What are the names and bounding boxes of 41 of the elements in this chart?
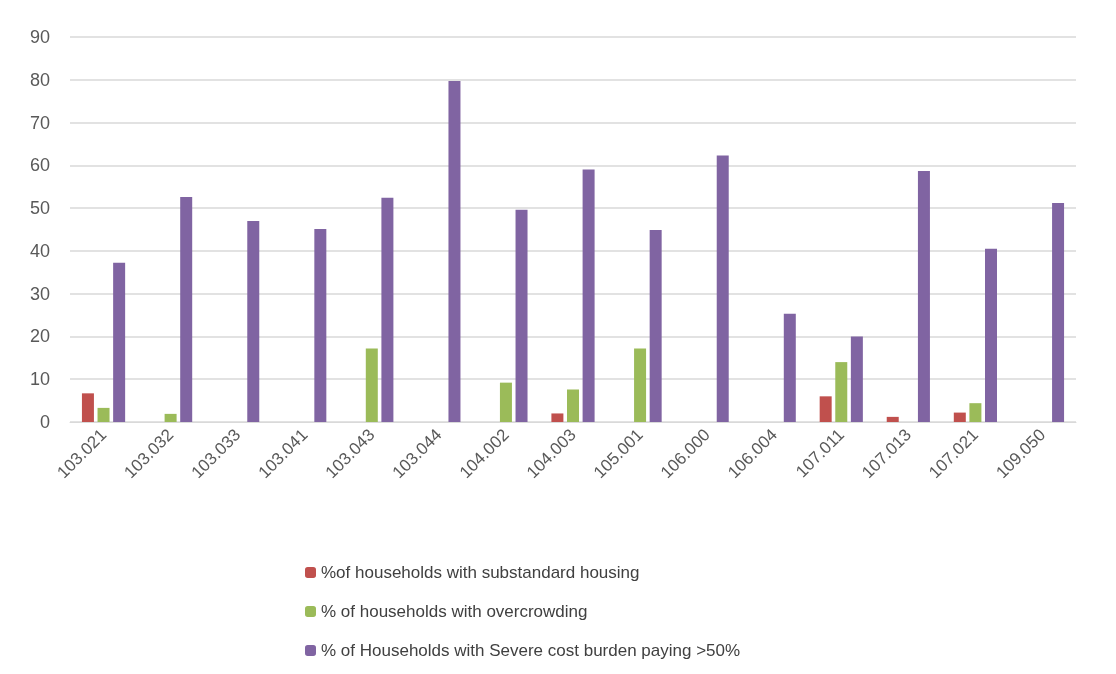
bar — [164, 413, 177, 422]
bar — [969, 403, 982, 422]
y-tick-label: 80 — [29, 69, 50, 90]
y-tick-label: 60 — [29, 155, 50, 176]
bar — [917, 170, 930, 422]
bar — [835, 362, 848, 422]
legend-label: % of households with overcrowding — [321, 602, 588, 621]
bar — [567, 389, 579, 422]
y-tick-label: 40 — [29, 240, 50, 261]
bar — [381, 197, 394, 422]
bar — [985, 248, 997, 422]
bar — [582, 169, 595, 422]
legend-label: %of households with substandard housing — [321, 563, 640, 582]
bar — [953, 412, 966, 422]
bar — [499, 382, 512, 422]
bar — [448, 81, 461, 422]
bar — [113, 262, 126, 422]
y-tick-label: 30 — [29, 283, 50, 304]
y-tick-label: 0 — [39, 412, 50, 432]
bar — [365, 348, 378, 422]
bar — [634, 348, 647, 422]
bar — [247, 220, 260, 422]
bar — [1052, 202, 1065, 422]
bar — [515, 209, 528, 422]
y-tick-label: 50 — [29, 198, 50, 219]
bar — [180, 196, 193, 422]
bar — [81, 393, 94, 422]
y-tick-label: 70 — [29, 112, 50, 133]
bar — [716, 155, 729, 422]
y-tick-label: 10 — [29, 369, 50, 390]
bar — [551, 413, 564, 422]
y-tick-label: 90 — [29, 27, 50, 47]
bar — [783, 313, 796, 422]
bar — [886, 416, 899, 422]
bar — [314, 229, 327, 422]
legend-label: % of Households with Severe cost burden paying >50% — [321, 641, 741, 660]
y-tick-label: 20 — [29, 326, 50, 347]
bar — [850, 336, 863, 422]
bar — [819, 396, 832, 422]
bar — [97, 407, 110, 422]
bar — [649, 229, 662, 422]
